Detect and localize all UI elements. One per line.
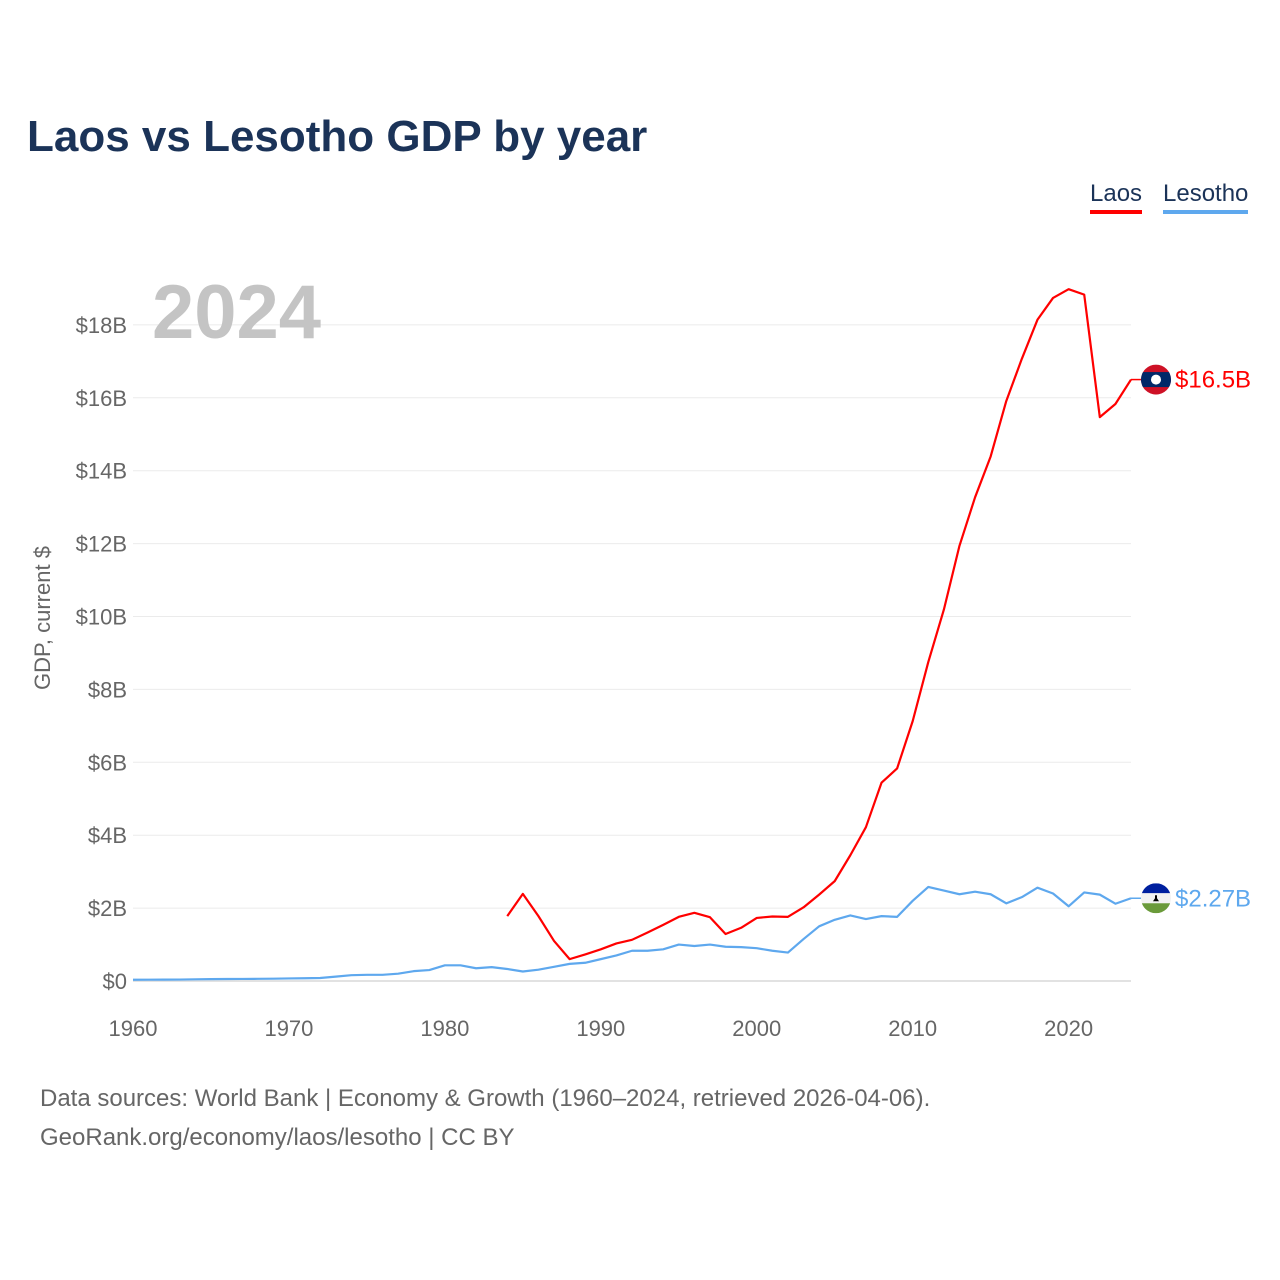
y-axis-label: GDP, current $ <box>30 546 55 690</box>
laos-flag-icon <box>1141 364 1171 395</box>
y-tick-label: $14B <box>76 459 127 484</box>
y-tick-label: $2B <box>88 896 127 921</box>
y-tick-label: $16B <box>76 386 127 411</box>
flag-blue <box>1141 883 1171 894</box>
x-tick-label: 1990 <box>576 1016 625 1041</box>
y-tick-label: $10B <box>76 605 127 630</box>
flag-body <box>1141 364 1171 395</box>
flag-moon <box>1151 374 1161 385</box>
end-value-label-lesotho: $2.27B <box>1175 885 1251 912</box>
flag-green <box>1141 903 1171 914</box>
x-tick-label: 1960 <box>109 1016 158 1041</box>
x-tick-label: 2010 <box>888 1016 937 1041</box>
y-tick-label: $12B <box>76 532 127 557</box>
y-tick-label: $6B <box>88 750 127 775</box>
footer-credit: GeoRank.org/economy/laos/lesotho | CC BY <box>40 1124 515 1151</box>
x-tick-label: 2000 <box>732 1016 781 1041</box>
legend-item-laos[interactable]: Laos <box>1090 180 1143 214</box>
lesotho-flag-icon <box>1141 883 1171 914</box>
y-tick-label: $18B <box>76 313 127 338</box>
y-tick-label: $8B <box>88 677 127 702</box>
flag-body <box>1141 883 1171 914</box>
y-tick-label: $0 <box>103 969 127 994</box>
x-tick-label: 2020 <box>1044 1016 1093 1041</box>
series-line-laos <box>506 288 1132 961</box>
footer-sources: Data sources: World Bank | Economy & Gro… <box>40 1085 931 1112</box>
end-value-label-laos: $16.5B <box>1175 367 1251 394</box>
flag-hat <box>1153 895 1159 902</box>
series-line-lesotho <box>132 885 1132 981</box>
year-watermark: 2024 <box>152 270 321 355</box>
x-tick-label: 1970 <box>264 1016 313 1041</box>
chart-title: Laos vs Lesotho GDP by year <box>27 112 648 161</box>
y-tick-label: $4B <box>88 823 127 848</box>
x-tick-label: 1980 <box>420 1016 469 1041</box>
legend-item-lesotho[interactable]: Lesotho <box>1163 180 1249 214</box>
